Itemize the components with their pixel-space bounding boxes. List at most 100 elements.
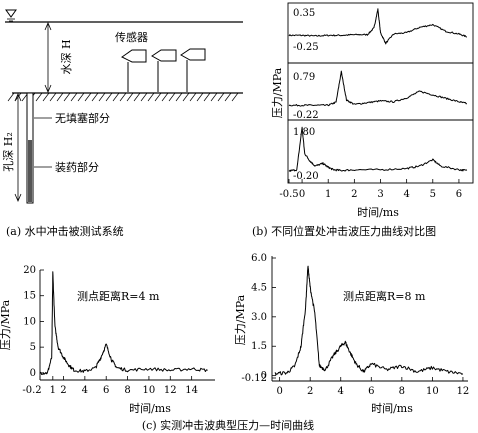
hatch-stroke [168, 92, 176, 102]
sensor-icon [121, 49, 147, 92]
c-left-xlabel: 时间/ms [129, 402, 171, 415]
c-right-xtick-label: 0 [276, 386, 282, 397]
b-ytick-label: 0.35 [293, 8, 315, 19]
c-right-ytick-label: 3.0 [251, 312, 267, 323]
hatch-stroke [112, 92, 120, 102]
c-right-ytick-label: 0 [261, 371, 267, 382]
hatch-stroke [77, 92, 85, 102]
c-left-ytick-label: 10 [23, 316, 36, 327]
c-right-xtick-label: 4 [338, 386, 344, 397]
b-xtick-label: 4 [403, 189, 409, 200]
b-xtick-label: 3 [377, 189, 383, 200]
hatch-stroke [161, 92, 169, 102]
c-left-xtick-label: 2 [60, 385, 66, 396]
seabed-hatch-icon [7, 92, 239, 102]
hatch-stroke [182, 92, 190, 102]
b-series-group: 0.35 -0.25 0.79 -0.22 1.80 -0.20 [288, 8, 468, 182]
b-xtick-label: 0 [299, 189, 305, 200]
hatch-stroke [42, 92, 50, 102]
c-right-xtick-label: 10 [426, 386, 439, 397]
hatch-stroke [231, 92, 239, 102]
c-right-xtick-label: 12 [457, 386, 470, 397]
b-ytick-label: -0.22 [293, 110, 319, 121]
b-ytick-label: 0.79 [293, 72, 315, 83]
hatch-stroke [7, 92, 15, 102]
b-ytick-label: -0.20 [293, 171, 319, 182]
hole-depth-label: 孔深 H₂ [2, 132, 15, 172]
b-ytick-label: 1.80 [293, 127, 315, 138]
c-right-series-group [274, 265, 464, 376]
b-xtick-label: 5 [430, 189, 436, 200]
water-depth-label: 水深 H [60, 39, 73, 74]
c-left-trace [39, 271, 208, 375]
c-left-xtick-label: 10 [143, 385, 156, 396]
c-left-ytick-label: 20 [23, 265, 36, 276]
hatch-stroke [147, 92, 155, 102]
b-ytick-label: -0.25 [293, 42, 319, 53]
charge-label: 装药部分 [55, 160, 99, 174]
c-left-ytick-label: 15 [23, 291, 36, 302]
hatch-stroke [49, 92, 57, 102]
c-left-ticks: 20 15 10 5 0 -0.2 1 2 4 6 8 10 12 14 [22, 265, 198, 396]
hatch-stroke [217, 92, 225, 102]
panel-c-right: 压力/MPa 时间/ms 测点距离R=8 m 6.04.53.01.50-0.1… [234, 253, 469, 415]
caption-b: (b) 不同位置处冲击波压力曲线对比图 [252, 224, 436, 238]
hatch-stroke [189, 92, 197, 102]
panel-c-left: 压力/MPa 时间/ms 测点距离R=4 m 20 15 10 5 0 -0.2 1 2 4 6 8… [0, 265, 215, 415]
panel-b: 压力/MPa -0.5 0 1 2 3 4 5 6 时间/ms 0.35 -0.25 0.79 -0… [252, 2, 474, 238]
c-right-xtick-label: 2 [307, 386, 313, 397]
c-left-ylabel: 压力/MPa [0, 299, 12, 350]
hatch-stroke [154, 92, 162, 102]
hatch-stroke [35, 92, 43, 102]
b-xtick-label: 6 [456, 189, 462, 200]
hatch-stroke [84, 92, 92, 102]
c-left-xtick-label: 4 [82, 385, 88, 396]
b-ylabel: 压力/MPa [271, 67, 284, 118]
c-left-xtick-label: 12 [164, 385, 177, 396]
borehole [26, 92, 34, 204]
hatch-stroke [140, 92, 148, 102]
hatch-stroke [196, 92, 204, 102]
c-left-xtick-label: 6 [103, 385, 109, 396]
c-right-ytick-label: 6.0 [251, 253, 267, 264]
hatch-stroke [175, 92, 183, 102]
hole-depth-dimension [14, 92, 22, 203]
c-left-ytick-label: 5 [30, 342, 36, 353]
c-left-xtick-label: 1 [50, 385, 56, 396]
c-right-trace [274, 265, 464, 376]
c-right-annotation: 测点距离R=8 m [343, 289, 426, 303]
c-right-ylabel: 压力/MPa [234, 294, 247, 345]
sensor-label: 传感器 [115, 31, 148, 44]
hatch-stroke [126, 92, 134, 102]
hatch-stroke [105, 92, 113, 102]
b-xaxis: -0.5 0 1 2 3 4 5 6 [279, 179, 462, 200]
unfilled-label: 无填塞部分 [55, 111, 110, 125]
b-trace-top [288, 8, 468, 45]
caption-a: (a) 水中冲击被测试系统 [6, 224, 124, 238]
c-left-xtick-label: -0.2 [22, 385, 41, 396]
hatch-stroke [224, 92, 232, 102]
hatch-stroke [56, 92, 64, 102]
water-surface-icon [5, 9, 17, 22]
hatch-stroke [119, 92, 127, 102]
hatch-stroke [91, 92, 99, 102]
c-right-xlabel: 时间/ms [371, 402, 413, 415]
c-left-xtick-label: 14 [185, 385, 198, 396]
c-right-ytick-label: -0.12 [241, 373, 267, 384]
hatch-stroke [203, 92, 211, 102]
b-xlabel: 时间/ms [357, 206, 399, 219]
panel-a: 水深 H 传感器 孔深 H₂ 无填塞部分 装 [2, 9, 243, 238]
b-trace-middle [288, 70, 468, 107]
c-right-xtick-label: 6 [368, 386, 374, 397]
hatch-stroke [210, 92, 218, 102]
caption-c: (c) 实测冲击波典型压力—时间曲线 [142, 418, 314, 432]
b-trace-bottom [288, 126, 468, 172]
hatch-stroke [133, 92, 141, 102]
c-left-xtick-label: 8 [124, 385, 130, 396]
c-right-xtick-label: 8 [399, 386, 405, 397]
c-left-ytick-label: 0 [30, 368, 36, 379]
hatch-stroke [98, 92, 106, 102]
c-right-ytick-label: 1.5 [251, 341, 267, 352]
b-xtick-label: 2 [351, 189, 357, 200]
